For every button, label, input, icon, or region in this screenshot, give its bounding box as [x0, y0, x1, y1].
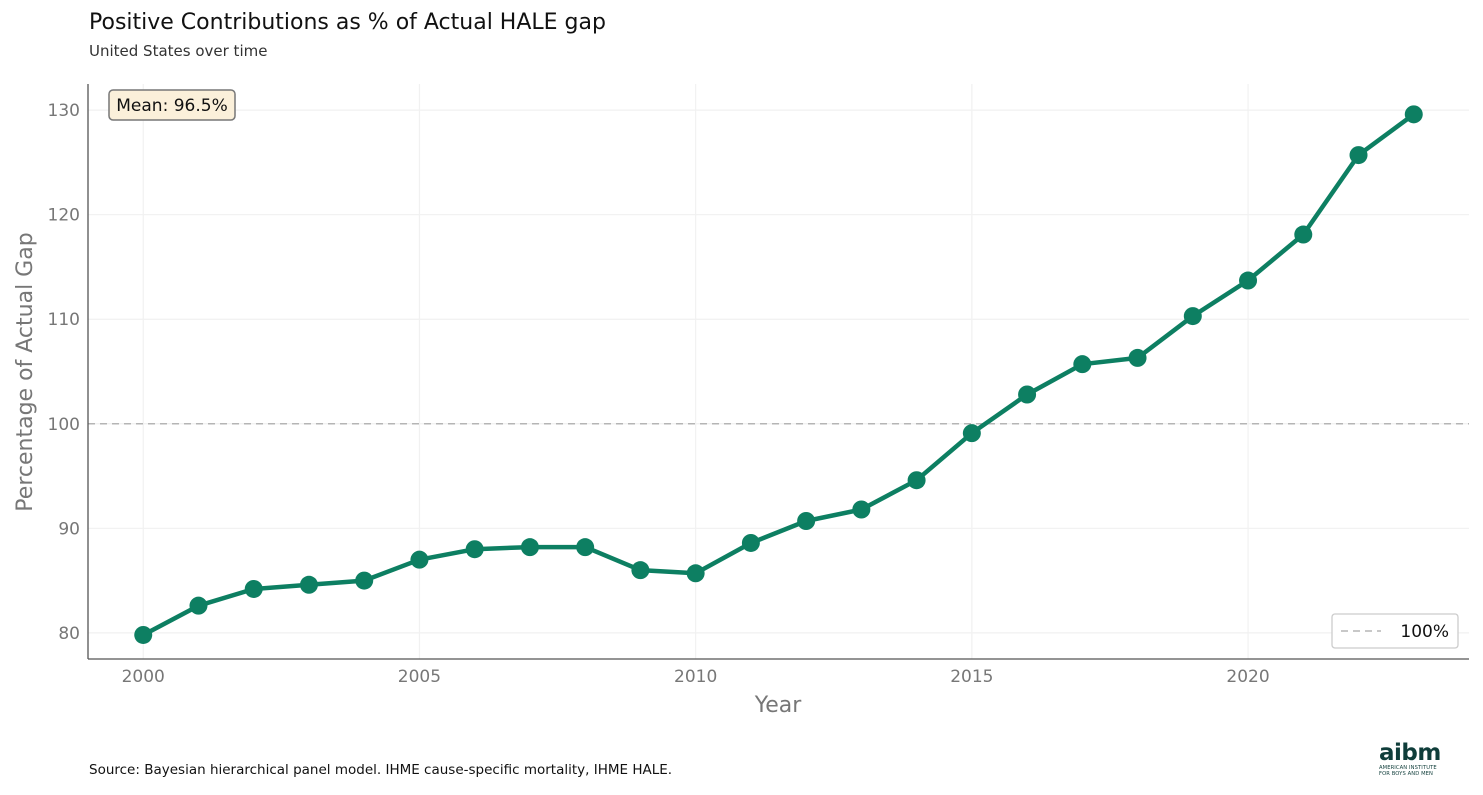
x-tick-labels: 2000 2005 2010 2015 2020 [122, 667, 1270, 687]
chart-subtitle: United States over time [89, 42, 268, 60]
data-point-2009 [631, 561, 650, 580]
y-axis-title: Percentage of Actual Gap [13, 232, 38, 511]
data-point-2008 [576, 538, 595, 557]
data-point-2020 [1239, 271, 1258, 290]
data-point-2017 [1073, 355, 1092, 374]
logo-mark: aibm [1379, 740, 1441, 766]
mean-annotation-text: Mean: 96.5% [116, 96, 227, 116]
data-point-2015 [962, 424, 981, 443]
data-point-2014 [907, 471, 926, 490]
source-caption: Source: Bayesian hierarchical panel mode… [89, 762, 673, 778]
data-point-2023 [1404, 105, 1423, 124]
axes [87, 84, 1469, 660]
data-point-2004 [355, 571, 374, 590]
data-point-2007 [520, 538, 539, 557]
logo-line1: AMERICAN INSTITUTE [1379, 765, 1437, 771]
y-tick-label: 130 [48, 101, 80, 121]
x-tick-label: 2005 [398, 667, 441, 687]
data-point-2003 [299, 575, 318, 594]
y-tick-label: 120 [48, 206, 80, 226]
data-point-2016 [1018, 385, 1037, 404]
x-tick-label: 2020 [1226, 667, 1269, 687]
data-point-2002 [244, 579, 263, 598]
y-tick-label: 90 [58, 519, 80, 539]
x-tick-label: 2000 [122, 667, 165, 687]
legend: 100% [1331, 613, 1459, 649]
data-point-2013 [852, 500, 871, 519]
data-points [134, 105, 1423, 644]
data-point-2000 [134, 625, 153, 644]
data-point-2018 [1128, 348, 1147, 367]
legend-label: 100% [1400, 622, 1449, 642]
logo-line2: FOR BOYS AND MEN [1379, 771, 1434, 777]
y-tick-label: 80 [58, 624, 80, 644]
y-tick-labels: 80 90 100 110 120 130 [48, 101, 80, 644]
data-point-2019 [1183, 307, 1202, 326]
data-point-2005 [410, 550, 429, 569]
mean-annotation-box [108, 89, 236, 121]
chart-title: Positive Contributions as % of Actual HA… [89, 10, 606, 35]
data-point-2011 [741, 533, 760, 552]
legend-box [1331, 613, 1459, 649]
data-point-2012 [797, 512, 816, 530]
y-tick-label: 100 [48, 415, 80, 435]
x-tick-label: 2010 [674, 667, 717, 687]
data-point-2010 [686, 564, 705, 583]
series-line [142, 112, 1416, 637]
x-axis-title: Year [754, 693, 803, 718]
data-point-2022 [1349, 146, 1368, 165]
y-tick-label: 110 [48, 310, 80, 330]
data-point-2006 [465, 540, 484, 559]
data-point-2021 [1294, 225, 1313, 244]
mean-annotation: Mean: 96.5% [108, 89, 236, 121]
x-tick-label: 2015 [950, 667, 993, 687]
aibm-logo: aibm AMERICAN INSTITUTE FOR BOYS AND MEN [1379, 741, 1459, 777]
grid-lines [88, 84, 1469, 659]
data-point-2001 [189, 596, 208, 615]
